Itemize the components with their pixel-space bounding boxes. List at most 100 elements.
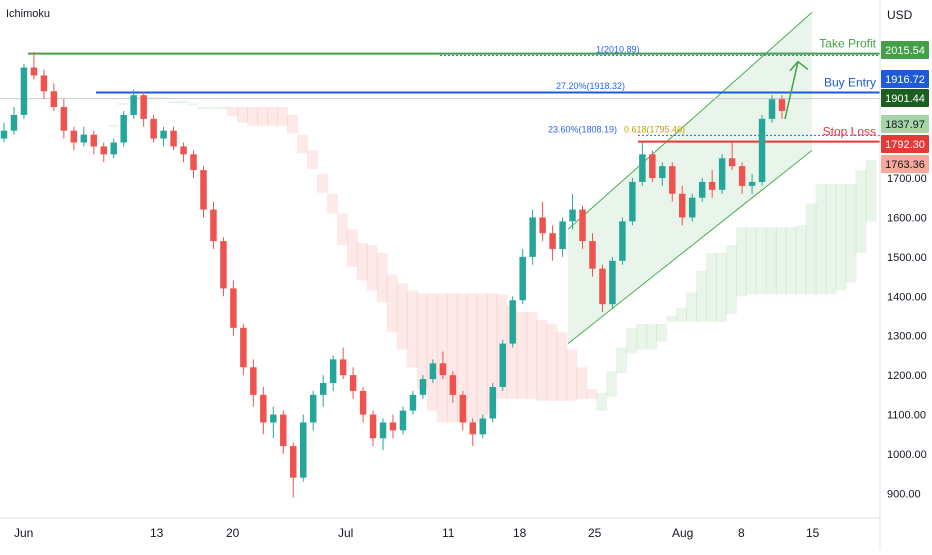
candle-body <box>758 118 766 182</box>
candle-body <box>669 166 676 194</box>
candle-body <box>539 217 546 234</box>
candle-body <box>230 288 237 328</box>
cloud-segment <box>267 107 279 126</box>
cloud-segment <box>247 107 259 126</box>
candle-body <box>80 134 88 143</box>
candle-body <box>60 107 68 131</box>
candle-body <box>0 130 8 139</box>
channel-fill <box>568 12 812 344</box>
candle-body <box>469 422 477 435</box>
candle-body <box>619 221 626 261</box>
cloud-segment <box>356 243 368 281</box>
x-tick-label: Aug <box>672 526 693 540</box>
cloud-segment <box>715 252 727 322</box>
ichimoku-cloud <box>107 97 877 423</box>
candle-body <box>190 154 197 171</box>
x-tick-label: 15 <box>806 526 820 540</box>
level-label-take-profit: Take Profit <box>819 37 876 51</box>
candle-body <box>319 383 327 395</box>
cloud-segment <box>426 293 438 411</box>
cloud-segment <box>745 227 757 295</box>
cloud-segment <box>227 107 239 116</box>
candle-body <box>738 166 746 186</box>
candle-body <box>659 166 666 178</box>
candle-body <box>409 394 417 411</box>
candle-body <box>379 422 387 439</box>
cloud-segment <box>326 193 338 214</box>
cloud-segment <box>825 183 837 295</box>
y-tick-label: 1700.00 <box>887 173 927 185</box>
x-tick-label: Jun <box>14 526 33 540</box>
candle-body <box>708 181 716 190</box>
price-badge-label: 1916.72 <box>885 74 925 86</box>
candle-body <box>439 363 447 376</box>
candle-body <box>130 95 137 115</box>
y-tick-label: 1000.00 <box>887 449 927 461</box>
candle-body <box>718 158 726 190</box>
y-tick-label: 1500.00 <box>887 252 927 264</box>
price-badge-label: 1837.97 <box>885 119 925 131</box>
fib-labels: 1(2010.89) 27.20%(1918.32) 23.60%(1808.19)… <box>548 44 685 134</box>
cloud-segment <box>506 306 518 399</box>
cloud-segment <box>546 323 558 401</box>
candle-body <box>20 67 28 115</box>
price-badge <box>881 135 929 153</box>
candle-body <box>389 422 397 431</box>
cloud-segment <box>187 103 199 106</box>
candle-body <box>629 181 636 222</box>
cloud-segment <box>686 292 697 322</box>
cloud-segment <box>775 227 787 295</box>
cloud-segment <box>705 252 717 322</box>
candle-body <box>768 99 776 119</box>
target-arrow <box>784 61 799 120</box>
cloud-segment <box>167 101 179 104</box>
x-tick-label: 13 <box>150 526 164 540</box>
price-badge-label: 2015.54 <box>885 45 925 57</box>
candle-body <box>529 217 536 257</box>
candle-body <box>698 181 706 198</box>
candle-body <box>459 394 467 423</box>
x-tick-label: 18 <box>513 526 527 540</box>
candle-body <box>290 446 297 478</box>
price-badge-label: 1763.36 <box>885 159 925 171</box>
cloud-segment <box>297 134 308 154</box>
price-badge <box>881 155 929 173</box>
y-tick-label: 1200.00 <box>887 370 927 382</box>
candle-body <box>349 375 357 391</box>
channel-lower-line <box>567 150 813 344</box>
cloud-segment <box>257 107 269 126</box>
target-arrow-head <box>789 60 809 72</box>
cloud-segment <box>735 227 747 297</box>
cloud-segment <box>436 293 448 423</box>
cloud-segment <box>336 213 348 246</box>
x-tick-label: 20 <box>226 526 240 540</box>
candle-body <box>549 233 556 249</box>
cloud-segment <box>646 323 658 350</box>
candle-body <box>110 142 117 155</box>
candle-body <box>30 67 38 76</box>
cloud-segment <box>626 327 638 354</box>
fib-label: 23.60%(1808.19) <box>548 124 617 134</box>
candle-body <box>120 114 127 143</box>
cloud-segment <box>366 245 378 291</box>
candle-body <box>499 343 506 387</box>
cloud-segment <box>107 124 119 127</box>
candle-body <box>399 410 407 431</box>
cloud-segment <box>446 293 458 423</box>
cloud-segment <box>666 316 678 322</box>
x-tick-label: 11 <box>442 526 455 540</box>
y-tick-label: 1400.00 <box>887 291 927 303</box>
cloud-segment <box>676 308 687 322</box>
cloud-segment <box>536 319 548 401</box>
candle-body <box>10 114 18 131</box>
cloud-segment <box>606 371 618 397</box>
fib-label: 0.618(1795.46) <box>624 124 685 134</box>
cloud-segment <box>865 160 877 222</box>
cloud-segment <box>785 227 797 295</box>
y-tick-label: 1100.00 <box>887 410 926 422</box>
candle-body <box>210 209 217 242</box>
candle-body <box>688 197 696 218</box>
price-channel <box>567 12 813 344</box>
candle-body <box>778 99 786 111</box>
